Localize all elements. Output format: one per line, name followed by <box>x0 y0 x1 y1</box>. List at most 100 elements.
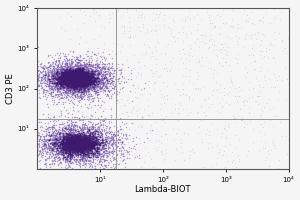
Point <box>104 71 109 74</box>
Point <box>91 155 95 158</box>
Point <box>68 155 73 158</box>
Point <box>58 69 63 72</box>
Point <box>65 85 70 88</box>
Point <box>61 79 66 82</box>
Point <box>196 86 201 90</box>
Point <box>20 157 25 160</box>
Point <box>79 143 83 146</box>
Point <box>67 144 71 147</box>
Point <box>68 145 73 149</box>
Point <box>165 98 170 101</box>
Point <box>50 89 55 92</box>
Point <box>74 144 79 147</box>
Point <box>43 143 47 146</box>
Point <box>88 66 93 69</box>
Point <box>39 153 44 156</box>
Point <box>87 82 92 86</box>
Point <box>59 73 64 77</box>
Point <box>63 80 68 84</box>
Point <box>70 73 75 77</box>
Point <box>65 74 70 77</box>
Point <box>60 142 65 145</box>
Point <box>74 73 79 77</box>
Point <box>90 143 95 146</box>
Point <box>88 79 93 83</box>
Point <box>76 157 81 160</box>
Point <box>28 132 32 135</box>
Point <box>78 149 83 152</box>
Point <box>73 87 77 91</box>
Point <box>79 146 84 149</box>
Point <box>80 90 85 93</box>
Point <box>64 140 69 144</box>
Point <box>82 76 87 79</box>
Point <box>73 67 78 70</box>
Point <box>36 79 41 82</box>
Point <box>89 68 94 71</box>
Point <box>78 62 82 65</box>
Point <box>98 66 103 70</box>
Point <box>85 84 90 88</box>
Point <box>70 140 75 143</box>
Point <box>69 61 74 64</box>
Point <box>74 82 79 86</box>
Point <box>90 152 95 155</box>
Point <box>15 129 20 132</box>
Point <box>70 152 75 155</box>
Point <box>68 70 72 73</box>
Point <box>54 82 59 85</box>
Point <box>76 67 81 70</box>
Point <box>69 68 74 72</box>
Point <box>58 141 63 144</box>
Point <box>67 87 72 90</box>
Point <box>53 94 58 97</box>
Point <box>77 150 82 153</box>
Point <box>70 76 74 80</box>
Point <box>48 63 53 66</box>
Point <box>100 78 104 81</box>
Point <box>73 153 78 157</box>
Point <box>106 174 111 177</box>
Point <box>81 139 86 142</box>
Point <box>247 96 252 99</box>
Point <box>71 79 76 82</box>
Point <box>78 80 82 83</box>
Point <box>71 83 76 87</box>
Point <box>77 147 82 150</box>
Point <box>71 124 76 127</box>
Point <box>105 158 110 162</box>
Point <box>75 83 80 86</box>
Point <box>66 77 71 80</box>
Point <box>85 79 90 82</box>
Point <box>79 127 84 131</box>
Point <box>70 134 75 138</box>
Point <box>101 167 106 170</box>
Point <box>70 156 75 159</box>
Point <box>79 76 84 79</box>
Point <box>79 84 83 87</box>
Point <box>71 141 76 144</box>
Point <box>66 149 71 152</box>
Point <box>65 174 70 177</box>
Point <box>77 140 82 143</box>
Point <box>66 83 71 86</box>
Point <box>114 84 119 88</box>
Point <box>68 80 73 83</box>
Point <box>77 72 82 75</box>
Point <box>80 78 85 81</box>
Point <box>85 150 90 153</box>
Point <box>65 145 70 149</box>
Point <box>100 79 105 82</box>
Point <box>53 84 58 87</box>
Point <box>77 65 82 69</box>
Point <box>85 137 90 140</box>
Point <box>69 75 74 78</box>
Point <box>73 145 78 148</box>
Point <box>67 137 71 140</box>
Point <box>82 140 87 144</box>
Point <box>73 84 78 87</box>
Point <box>61 74 66 78</box>
Point <box>69 151 74 154</box>
Point <box>77 83 82 87</box>
Point <box>70 130 75 133</box>
